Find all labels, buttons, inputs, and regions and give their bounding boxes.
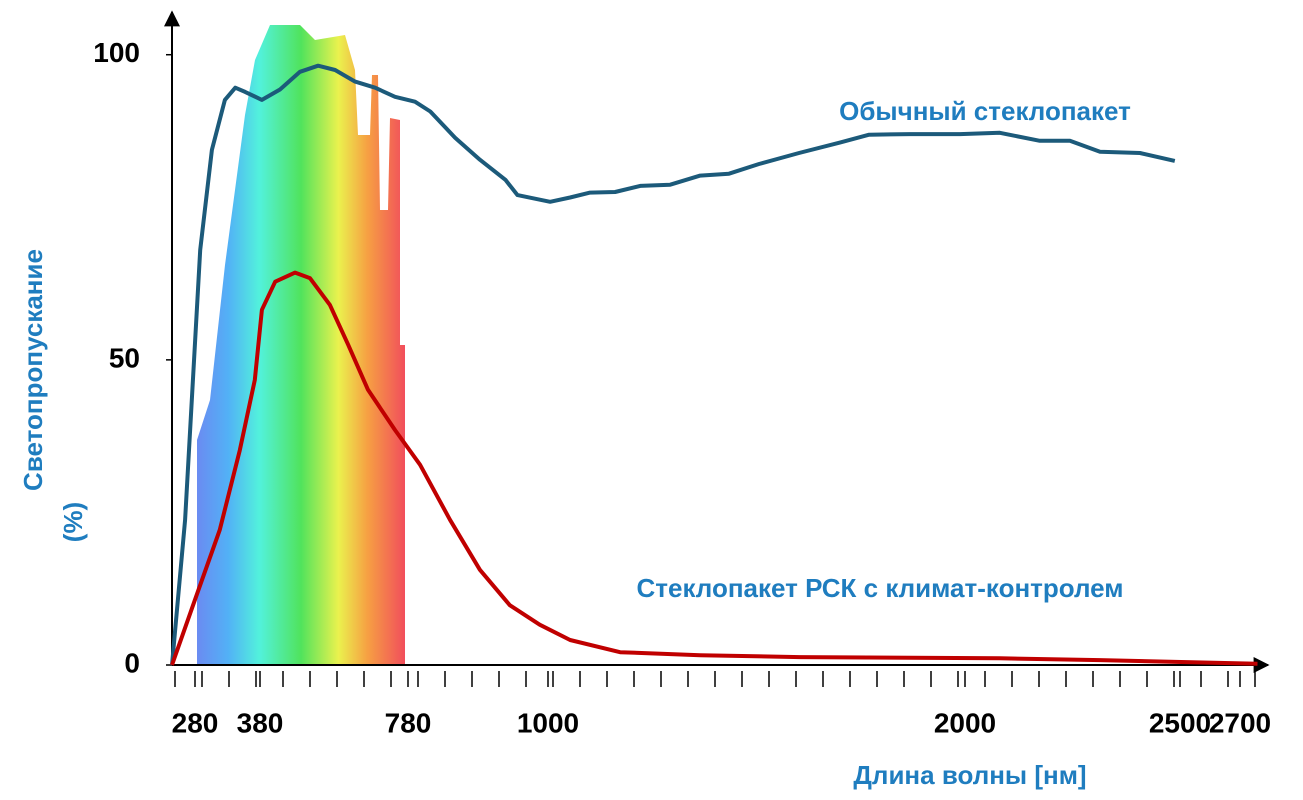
series-line	[170, 270, 1258, 666]
x-tick-label: 2500	[1149, 707, 1211, 738]
x-tick-label: 780	[385, 707, 432, 738]
x-tick-label: 2700	[1209, 707, 1271, 738]
y-tick-label: 0	[124, 647, 140, 678]
x-tick-label: 1000	[517, 707, 579, 738]
series-label: Стеклопакет РСК с климат-контролем	[636, 573, 1123, 603]
x-tick-label: 380	[237, 707, 284, 738]
series-line	[170, 63, 1176, 666]
y-tick-label: 50	[109, 342, 140, 373]
x-tick-label: 2000	[934, 707, 996, 738]
x-tick-label: 280	[172, 707, 219, 738]
y-axis-title: (%)	[58, 502, 88, 542]
y-tick-label: 100	[93, 37, 140, 68]
y-axis-title: Светопропускание	[18, 249, 48, 491]
visible-spectrum	[197, 25, 405, 665]
x-axis-title: Длина волны [нм]	[853, 760, 1086, 790]
series-label: Обычный стеклопакет	[839, 96, 1131, 126]
